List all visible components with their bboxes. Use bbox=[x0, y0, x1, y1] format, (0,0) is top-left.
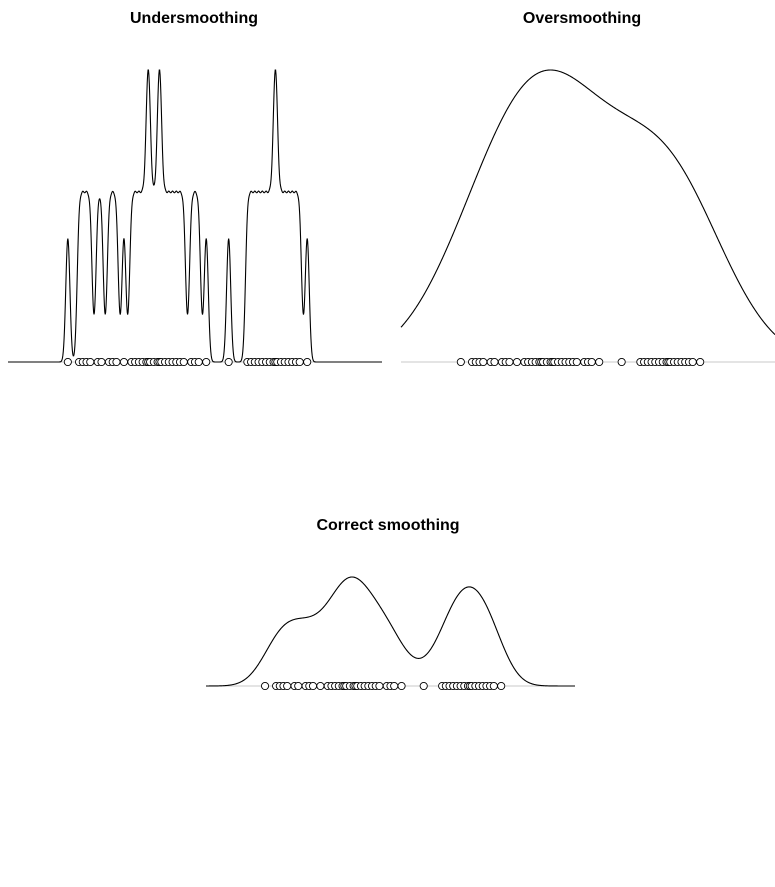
panel-correct-smoothing-density-line bbox=[206, 576, 575, 687]
rug-point bbox=[512, 357, 521, 367]
rug-point bbox=[119, 357, 128, 367]
panel-correct-smoothing-title: Correct smoothing bbox=[316, 517, 459, 534]
rug-point bbox=[295, 357, 304, 367]
rug-point bbox=[224, 357, 233, 367]
rug-point bbox=[316, 681, 325, 691]
rug-point bbox=[572, 357, 581, 367]
rug-point bbox=[194, 357, 203, 367]
panel-undersmoothing-title: Undersmoothing bbox=[130, 10, 258, 27]
rug-point bbox=[397, 681, 406, 691]
rug-point bbox=[179, 357, 188, 367]
rug-point bbox=[375, 681, 384, 691]
panel-oversmoothing-title: Oversmoothing bbox=[523, 10, 641, 27]
rug-point bbox=[283, 681, 292, 691]
panel-correct-smoothing: Correct smoothing bbox=[206, 517, 575, 691]
rug-point bbox=[63, 357, 72, 367]
panel-correct-smoothing-rug bbox=[260, 681, 506, 691]
panel-undersmoothing-rug bbox=[63, 357, 312, 367]
panel-oversmoothing: Oversmoothing bbox=[400, 10, 775, 367]
rug-point bbox=[696, 357, 705, 367]
rug-point bbox=[490, 357, 499, 367]
rug-point bbox=[595, 357, 604, 367]
rug-point bbox=[688, 357, 697, 367]
rug-point bbox=[390, 681, 399, 691]
rug-point bbox=[419, 681, 428, 691]
rug-point bbox=[86, 357, 95, 367]
rug-point bbox=[617, 357, 626, 367]
rug-point bbox=[260, 681, 270, 691]
rug-point bbox=[308, 681, 318, 691]
rug-point bbox=[497, 681, 506, 691]
rug-point bbox=[202, 357, 211, 367]
rug-point bbox=[294, 681, 303, 691]
rug-point bbox=[489, 681, 498, 691]
rug-point bbox=[479, 357, 488, 367]
panel-undersmoothing-density-line bbox=[8, 69, 382, 363]
rug-point bbox=[303, 357, 312, 367]
rug-point bbox=[505, 357, 514, 367]
panel-undersmoothing: Undersmoothing bbox=[8, 10, 382, 367]
rug-point bbox=[587, 357, 596, 367]
rug-point bbox=[97, 357, 106, 367]
rug-point bbox=[112, 357, 121, 367]
panel-oversmoothing-rug bbox=[456, 357, 705, 367]
panel-oversmoothing-density-line bbox=[400, 69, 775, 335]
rug-point bbox=[456, 357, 465, 367]
